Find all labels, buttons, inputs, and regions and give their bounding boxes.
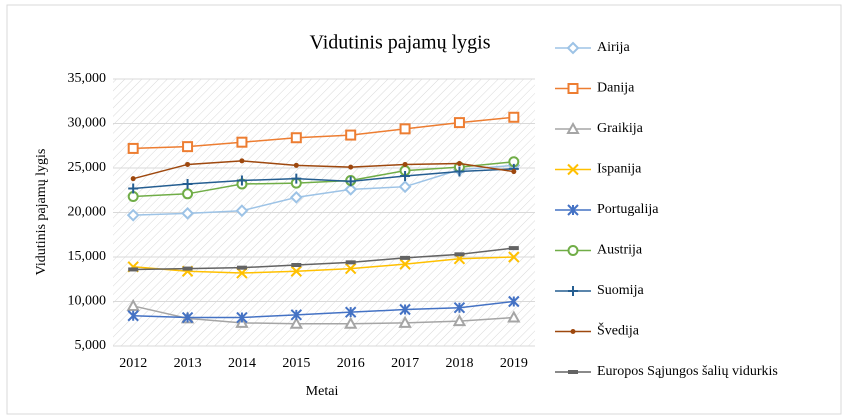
marker — [289, 316, 304, 329]
series-line — [133, 116, 514, 150]
y-tick-label: 30,000 — [68, 116, 107, 131]
series-line — [132, 160, 514, 180]
x-tick-label: 2016 — [337, 356, 365, 371]
marker — [291, 173, 302, 184]
marker — [399, 258, 411, 270]
marker — [453, 302, 466, 314]
y-tick-label: 15,000 — [68, 249, 107, 264]
marker — [290, 132, 302, 144]
legend-marker — [566, 121, 580, 134]
marker — [402, 161, 408, 167]
marker — [128, 183, 139, 194]
y-tick-label: 5,000 — [75, 338, 107, 353]
marker — [398, 315, 412, 328]
x-tick-label: 2017 — [391, 356, 419, 371]
legend-marker — [567, 163, 579, 176]
marker — [399, 303, 411, 316]
marker — [454, 166, 465, 177]
legend-label: Danija — [597, 81, 635, 96]
marker — [130, 176, 136, 182]
legend-label: Švedija — [597, 322, 640, 339]
legend-label: Graikija — [597, 121, 644, 136]
marker — [126, 208, 140, 222]
marker — [182, 141, 194, 153]
marker — [182, 179, 193, 190]
y-tick-label: 20,000 — [68, 205, 107, 220]
marker — [348, 164, 354, 170]
marker — [126, 298, 140, 311]
x-axis-label: Metai — [306, 384, 339, 399]
y-axis-label: Vidutinis pajamų lygis — [34, 149, 49, 276]
marker — [290, 309, 303, 321]
marker — [508, 251, 520, 263]
marker — [400, 171, 411, 182]
chart-title: Vidutinis pajamų lygis — [309, 32, 490, 54]
marker — [185, 161, 191, 167]
series-line — [133, 305, 514, 325]
legend-marker — [567, 83, 579, 94]
marker — [343, 316, 358, 329]
y-tick-label: 25,000 — [68, 160, 107, 175]
marker — [452, 314, 467, 327]
marker — [344, 262, 357, 275]
marker — [508, 111, 520, 123]
marker — [507, 310, 521, 323]
marker — [236, 136, 248, 148]
marker — [345, 176, 356, 187]
legend-marker — [568, 286, 578, 296]
legend-label: Austrija — [597, 243, 643, 258]
marker — [511, 169, 517, 175]
legend-label: Europos Sąjungos šalių vidurkis — [597, 364, 778, 379]
legend-label: Suomija — [597, 283, 644, 298]
series-line — [133, 247, 514, 271]
marker — [236, 267, 248, 279]
marker — [127, 142, 139, 154]
x-tick-label: 2015 — [282, 356, 310, 371]
series-line — [133, 161, 514, 198]
x-tick-label: 2012 — [119, 356, 147, 371]
marker — [293, 162, 299, 168]
marker — [456, 161, 462, 167]
marker — [236, 311, 248, 324]
marker — [181, 311, 194, 324]
legend-label: Portugalija — [597, 202, 659, 217]
legend-marker — [567, 245, 579, 256]
x-tick-label: 2018 — [445, 356, 473, 371]
x-tick-label: 2014 — [228, 356, 256, 371]
x-tick-label: 2019 — [500, 356, 528, 371]
marker — [236, 175, 247, 186]
y-tick-label: 10,000 — [68, 294, 107, 309]
legend-label: Airija — [597, 40, 630, 55]
series-line — [133, 300, 514, 319]
marker — [239, 158, 245, 164]
legend-marker — [566, 41, 580, 55]
marker — [127, 310, 139, 322]
marker — [398, 180, 412, 194]
marker — [345, 129, 357, 141]
y-tick-label: 35,000 — [68, 71, 107, 86]
marker — [181, 206, 194, 220]
marker — [344, 182, 358, 196]
marker — [399, 123, 411, 135]
x-tick-label: 2013 — [174, 356, 202, 371]
marker — [235, 204, 249, 218]
marker — [289, 190, 303, 204]
legend-marker — [567, 204, 579, 216]
series-line — [133, 256, 514, 274]
legend-label: Ispanija — [597, 162, 642, 177]
marker — [508, 295, 520, 308]
legend-marker — [570, 329, 576, 334]
marker — [453, 117, 465, 129]
marker — [182, 188, 194, 200]
marker — [344, 306, 357, 318]
marker — [290, 265, 303, 277]
series-line — [133, 168, 514, 190]
